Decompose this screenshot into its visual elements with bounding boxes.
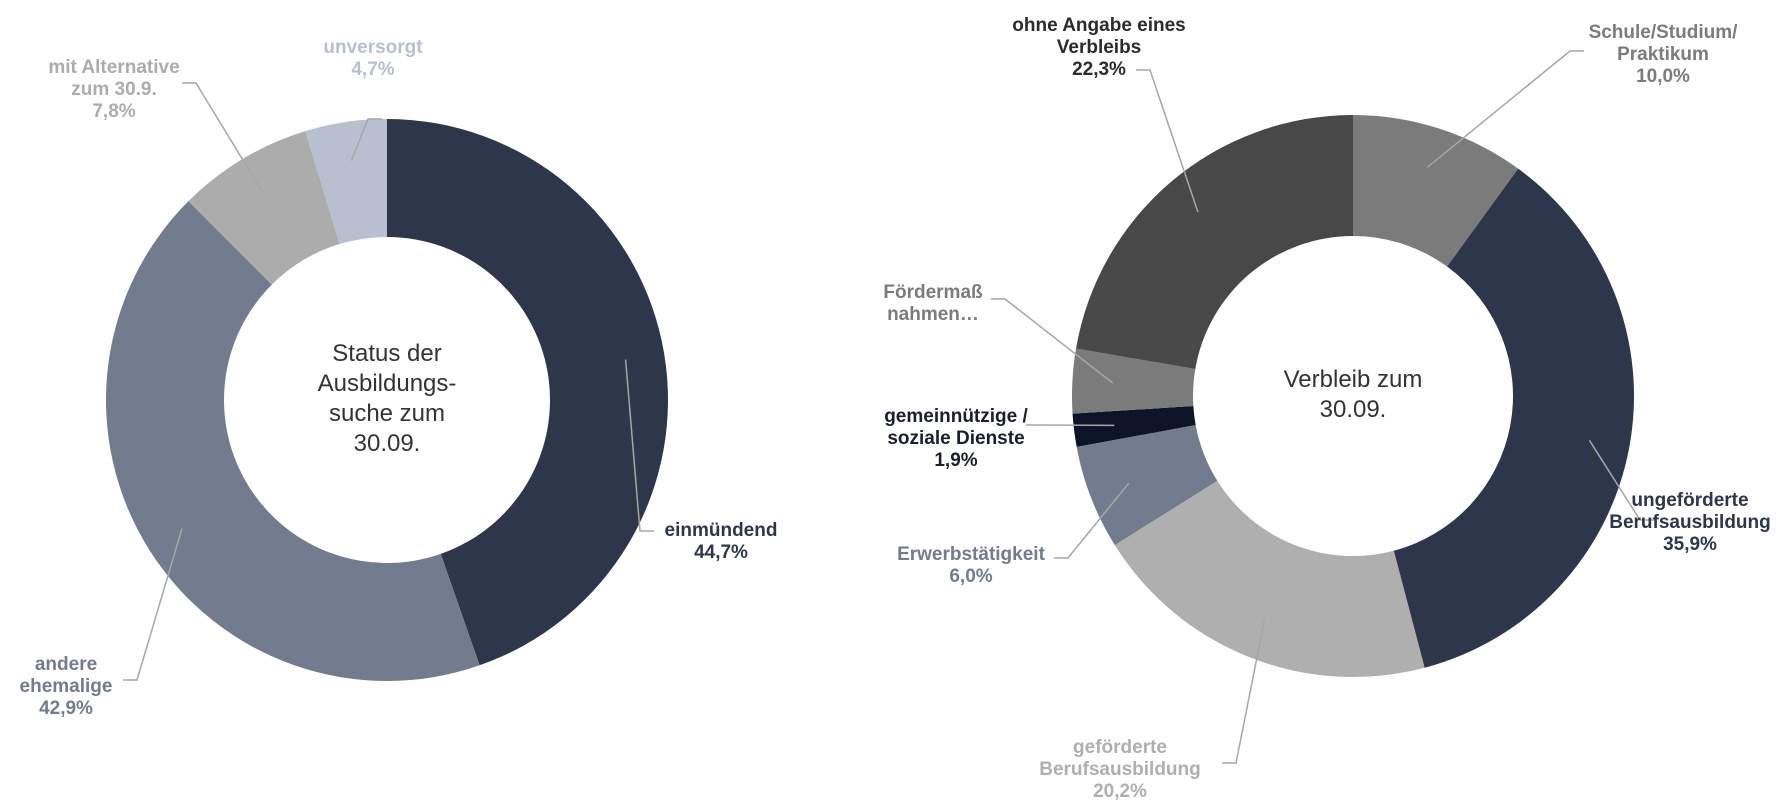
segment-label: Fördermaß nahmen… xyxy=(883,282,983,325)
segment-label: geförderte Berufsausbildung xyxy=(1039,737,1201,780)
value-label: 10,0% xyxy=(1636,66,1690,87)
segment-label: Erwerbstätigkeit xyxy=(897,544,1045,565)
segment-label: ungeförderte Berufsausbildung xyxy=(1609,490,1771,533)
segment-label: mit Alternative zum 30.9. xyxy=(48,57,179,100)
donut-segment xyxy=(1072,406,1196,447)
leader-line xyxy=(1054,482,1130,559)
value-label: 4,7% xyxy=(351,59,394,80)
segment-label: Schule/Studium/Praktikum xyxy=(1589,22,1739,65)
donut-segment xyxy=(1393,168,1634,668)
leader-line xyxy=(123,528,183,681)
leader-line xyxy=(182,82,264,193)
donut-segment xyxy=(1114,480,1425,677)
leader-line xyxy=(1588,439,1654,521)
segment-label: einmündend xyxy=(665,520,778,541)
leader-line xyxy=(991,298,1114,384)
value-label: 6,0% xyxy=(949,566,992,587)
segment-label: gemeinnützige / soziale Dienste xyxy=(884,406,1028,449)
value-label: 35,9% xyxy=(1663,534,1717,555)
value-label: 44,7% xyxy=(694,542,748,563)
value-label: 7,8% xyxy=(92,101,135,122)
segment-label: unversorgt xyxy=(323,37,423,58)
leader-line xyxy=(350,118,382,161)
segment-label: andere ehemalige xyxy=(20,654,113,697)
leader-line xyxy=(1222,619,1266,764)
value-label: 42,9% xyxy=(39,698,93,719)
donut-segment xyxy=(105,201,480,681)
leader-line xyxy=(1426,50,1584,168)
donut-segment xyxy=(1076,424,1218,546)
leader-line xyxy=(1136,69,1199,213)
donut-segment xyxy=(1076,115,1353,369)
segment-label: ohne Angabe eines Verbleibs xyxy=(1012,15,1186,58)
leader-line xyxy=(624,359,654,532)
value-label: 22,3% xyxy=(1072,59,1126,80)
center-text: Status der Ausbildungs-suche zum 30.09. xyxy=(318,340,457,457)
donut-segment xyxy=(1353,115,1519,267)
donut-segment xyxy=(188,131,340,285)
value-label: 20,2% xyxy=(1093,781,1147,802)
value-label: 1,9% xyxy=(934,450,977,471)
donut-segment xyxy=(1071,348,1196,414)
donut-segment xyxy=(387,119,669,666)
donut-segment xyxy=(305,119,387,245)
center-text: Verbleib zum 30.09. xyxy=(1284,366,1423,423)
